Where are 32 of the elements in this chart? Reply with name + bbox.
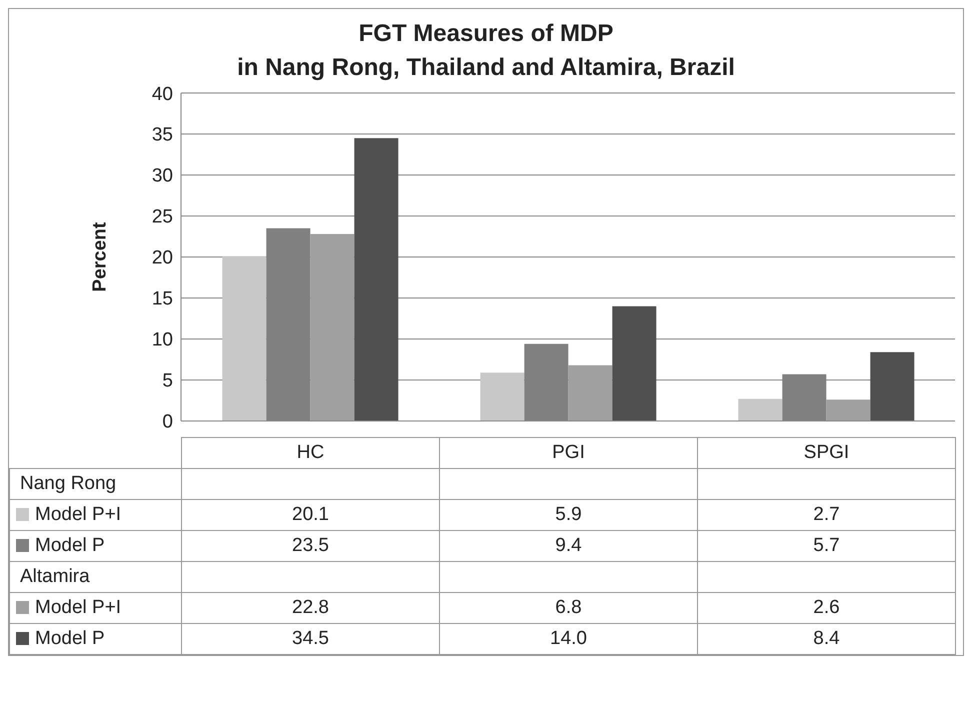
x-tick-label: SPGI — [698, 438, 956, 468]
y-tick-label: 25 — [152, 206, 173, 228]
data-label: 14.0 — [440, 624, 698, 654]
y-tick-label: 40 — [152, 84, 173, 105]
legend-label: Model P+I — [35, 596, 122, 618]
data-label: 2.7 — [698, 500, 956, 530]
y-tick-label: 15 — [152, 288, 173, 310]
data-label: 8.4 — [698, 624, 956, 654]
legend-label: Model P — [35, 534, 105, 556]
y-tick-label: 0 — [162, 412, 173, 433]
data-label: 5.9 — [440, 500, 698, 530]
y-tick-label: 5 — [162, 370, 173, 392]
data-label: 22.8 — [182, 592, 440, 624]
text: Nang Rong — [10, 468, 182, 500]
y-axis-title: Percent — [90, 221, 111, 292]
data-label: 20.1 — [182, 500, 440, 530]
data-label: 6.8 — [440, 592, 698, 624]
data-label: 2.6 — [698, 592, 956, 624]
data-label: 9.4 — [440, 530, 698, 562]
y-tick-label: 35 — [152, 124, 173, 146]
legend-label: Model P+I — [35, 504, 122, 525]
data-label: 34.5 — [182, 624, 440, 654]
y-tick-label: 20 — [152, 248, 173, 269]
y-tick-label: 10 — [152, 330, 173, 351]
text: Altamira — [10, 562, 182, 592]
data-label: 23.5 — [182, 530, 440, 562]
data-label: 5.7 — [698, 530, 956, 562]
chart-title: FGT Measures of MDP in Nang Rong, Thailand and Altamira, Brazil — [236, 19, 736, 83]
x-tick-label: PGI — [440, 438, 698, 468]
y-tick-label: 30 — [152, 166, 173, 187]
x-tick-label: HC — [182, 438, 440, 468]
legend-label: Model P — [35, 628, 105, 649]
